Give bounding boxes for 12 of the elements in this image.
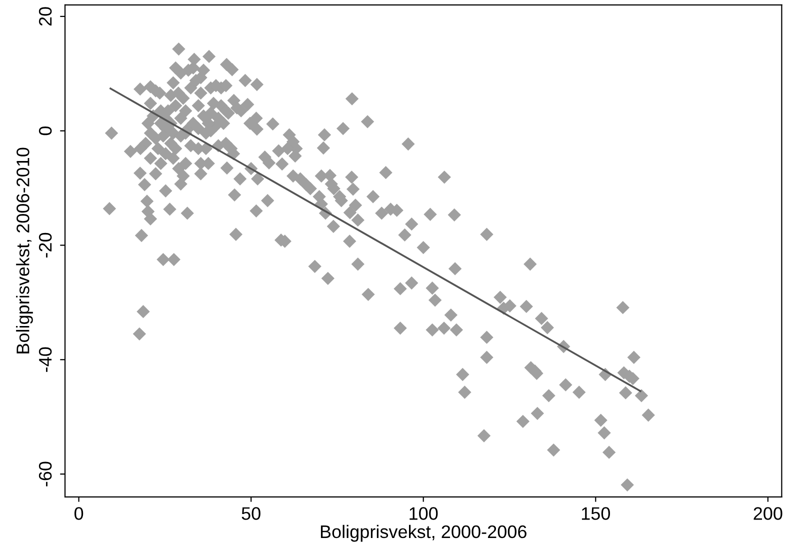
y-tick-label: -20 (38, 232, 52, 258)
y-tick-label: -40 (38, 347, 52, 372)
x-tick-label: 150 (582, 507, 610, 520)
y-tick-label: -60 (38, 462, 52, 486)
x-tick-label: 50 (242, 507, 260, 520)
y-tick-label: 0 (38, 126, 52, 136)
x-tick-label: 200 (754, 507, 782, 520)
y-tick-label: 20 (38, 7, 52, 26)
x-axis-title: Boligprisvekst, 2000-2006 (320, 524, 526, 542)
x-tick-label: 100 (410, 507, 438, 520)
y-axis-title: Boligprisvekst, 2006-2010 (16, 148, 33, 354)
x-tick-label: 0 (74, 507, 84, 520)
